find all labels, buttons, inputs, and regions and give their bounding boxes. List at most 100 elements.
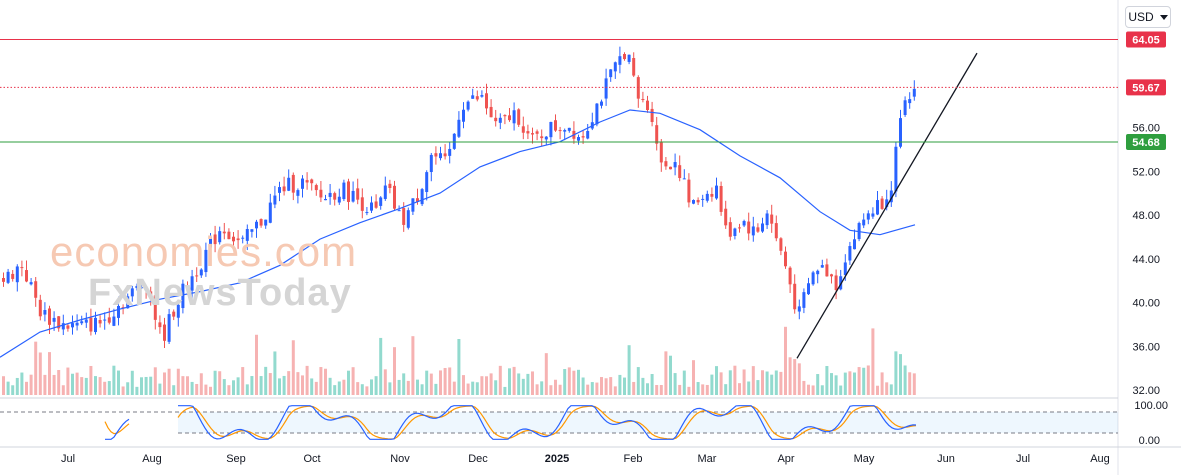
candle-body	[613, 62, 617, 72]
volume-bar	[563, 369, 567, 395]
candle-body	[650, 108, 654, 122]
candle-body	[190, 276, 194, 291]
volume-bar	[337, 381, 341, 395]
candle-body	[784, 251, 787, 267]
volume-bar	[20, 372, 24, 395]
volume-bar	[664, 351, 668, 395]
candle-body	[425, 172, 429, 193]
volume-bar	[659, 385, 663, 395]
volume-bar	[186, 376, 189, 395]
volume-bar	[572, 370, 576, 395]
candle-body	[816, 270, 820, 275]
candle-body	[581, 136, 585, 138]
candle-body	[577, 137, 580, 141]
candle-body	[540, 136, 544, 139]
candle-body	[742, 221, 746, 226]
volume-bar	[347, 370, 350, 395]
volume-bar	[57, 369, 61, 395]
candle-body	[416, 198, 419, 202]
volume-bar	[204, 384, 208, 395]
candle-body	[324, 198, 327, 201]
candle-body	[871, 213, 875, 217]
volume-bar	[627, 345, 631, 395]
candle-body	[899, 118, 902, 147]
candle-body	[728, 222, 732, 237]
candle-body	[347, 181, 350, 202]
volume-bar	[526, 373, 530, 395]
volume-bar	[531, 371, 534, 395]
candle-body	[393, 185, 396, 209]
candle-body	[866, 213, 870, 220]
candle-body	[503, 115, 507, 117]
volume-bar	[15, 377, 19, 395]
volume-bar	[112, 365, 116, 395]
candle-body	[379, 197, 383, 206]
candle-body	[793, 283, 797, 310]
volume-bar	[356, 382, 360, 395]
volume-bar	[66, 367, 70, 395]
volume-bar	[673, 373, 677, 395]
candle-body	[305, 180, 309, 183]
volume-bar	[6, 381, 10, 395]
volume-bar	[761, 370, 764, 395]
candle-body	[719, 186, 723, 212]
volume-bar	[765, 371, 769, 395]
candle-body	[820, 265, 824, 268]
candle-body	[218, 231, 222, 243]
volume-bar	[742, 369, 746, 395]
candle-body	[466, 101, 470, 110]
candle-body	[452, 133, 456, 149]
volume-bar	[379, 337, 383, 395]
candle-body	[508, 115, 511, 121]
candle-body	[153, 295, 157, 320]
chevron-down-icon	[1159, 14, 1168, 20]
volume-bar	[149, 376, 153, 395]
candle-body	[181, 283, 185, 309]
volume-bar	[793, 359, 797, 395]
volume-bar	[11, 385, 15, 395]
candle-body	[774, 223, 778, 239]
candle-body	[531, 133, 534, 135]
time-tick-label: Dec	[468, 453, 488, 465]
volume-bar	[140, 377, 143, 395]
candle-body	[140, 287, 143, 289]
candle-body	[632, 58, 636, 76]
candle-body	[89, 317, 93, 332]
candle-body	[586, 131, 590, 139]
candle-body	[158, 322, 162, 328]
candle-body	[172, 311, 176, 317]
time-tick-label: Nov	[390, 453, 410, 465]
level-tag	[1126, 133, 1166, 150]
candle-body	[489, 106, 493, 118]
currency-selector[interactable]: USD	[1125, 6, 1171, 28]
volume-bar	[360, 384, 364, 395]
volume-bar	[747, 381, 751, 395]
time-tick-label: Jun	[937, 453, 955, 465]
volume-bar	[314, 381, 318, 395]
candle-body	[333, 193, 337, 200]
candle-body	[756, 227, 760, 232]
volume-bar	[779, 371, 783, 395]
volume-bar	[899, 354, 902, 395]
time-tick-label: Apr	[777, 453, 794, 465]
candle-body	[130, 288, 134, 297]
volume-bar	[452, 381, 456, 395]
candle-body	[397, 210, 401, 212]
candle-body	[38, 299, 42, 317]
volume-bar	[650, 374, 654, 395]
volume-bar	[751, 366, 755, 395]
volume-bar	[710, 374, 714, 395]
volume-bar	[834, 375, 838, 395]
volume-bar	[388, 382, 392, 395]
candle-body	[839, 276, 843, 290]
volume-bar	[508, 368, 511, 395]
candle-body	[259, 219, 263, 226]
volume-bar	[853, 372, 856, 395]
candle-body	[715, 185, 718, 199]
volume-bar	[521, 378, 525, 395]
candle-body	[121, 307, 125, 309]
volume-bar	[365, 386, 369, 395]
candle-body	[204, 249, 208, 273]
candle-body	[66, 325, 70, 329]
